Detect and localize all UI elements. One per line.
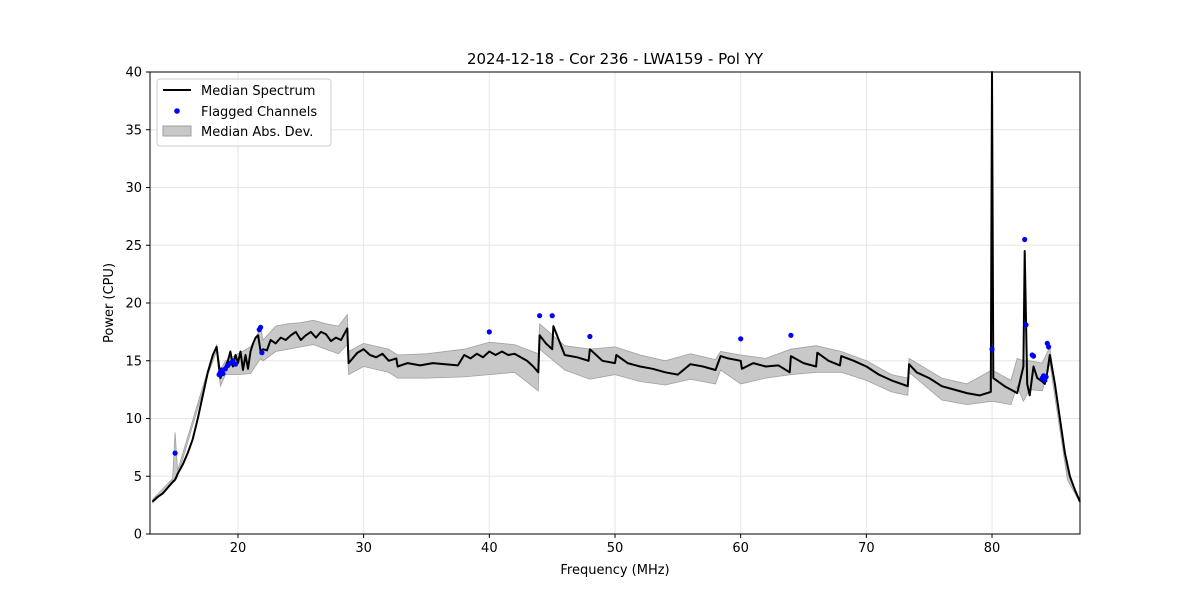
x-tick-label: 60 [732, 541, 749, 556]
y-tick-label: 20 [125, 297, 142, 312]
median-spectrum-line [151, 71, 1081, 503]
legend: Median Spectrum Flagged Channels Median … [156, 78, 332, 147]
flagged-channel-point [220, 370, 226, 377]
flagged-channel-point [486, 329, 492, 335]
chart-title: 2024-12-18 - Cor 236 - LWA159 - Pol YY [467, 50, 764, 68]
y-tick-label: 0 [134, 528, 142, 543]
flagged-channel-point [788, 332, 794, 338]
flagged-channel-point [989, 346, 995, 352]
flagged-channel-point [258, 324, 264, 330]
x-tick-label: 30 [355, 541, 372, 556]
x-axis-label: Frequency (MHz) [560, 563, 669, 578]
flagged-channel-point [1046, 344, 1052, 350]
x-tick-label: 80 [984, 541, 1001, 556]
flagged-channel-point [232, 361, 239, 367]
flagged-channel-point [259, 350, 265, 356]
flagged-channel-point [1043, 374, 1049, 380]
flagged-channel-point [537, 313, 543, 319]
flagged-channel-point [1022, 236, 1028, 243]
flagged-channel-point [1023, 322, 1029, 328]
x-tick-label: 50 [607, 541, 624, 556]
y-axis-label: Power (CPU) [102, 263, 117, 343]
legend-median-label: Median Spectrum [201, 84, 315, 99]
x-tick-label: 70 [858, 541, 875, 556]
y-tick-label: 15 [125, 354, 142, 369]
legend-mad-swatch [162, 125, 192, 137]
y-tick-label: 25 [125, 239, 142, 254]
flagged-channel-point [1030, 353, 1037, 359]
legend-box [156, 78, 332, 147]
legend-flagged-label: Flagged Channels [201, 105, 317, 120]
flagged-points-layer [172, 236, 1052, 456]
flagged-channel-point [738, 336, 744, 342]
flagged-channel-point [549, 313, 555, 319]
x-tick-label: 20 [230, 541, 247, 556]
axis-ticks: 20 30 40 50 60 70 80 0 5 10 15 20 25 30 35 40 [125, 66, 1000, 557]
x-tick-label: 40 [481, 541, 498, 556]
y-tick-label: 35 [125, 123, 142, 138]
legend-flagged-swatch [174, 108, 180, 114]
flagged-channel-point [587, 333, 593, 340]
legend-mad-label: Median Abs. Dev. [201, 125, 313, 140]
median-line-layer [151, 71, 1081, 503]
y-tick-label: 30 [125, 181, 142, 196]
y-tick-label: 40 [125, 66, 142, 81]
y-tick-label: 5 [134, 470, 142, 485]
y-tick-label: 10 [125, 412, 142, 427]
flagged-channel-point [172, 450, 178, 456]
